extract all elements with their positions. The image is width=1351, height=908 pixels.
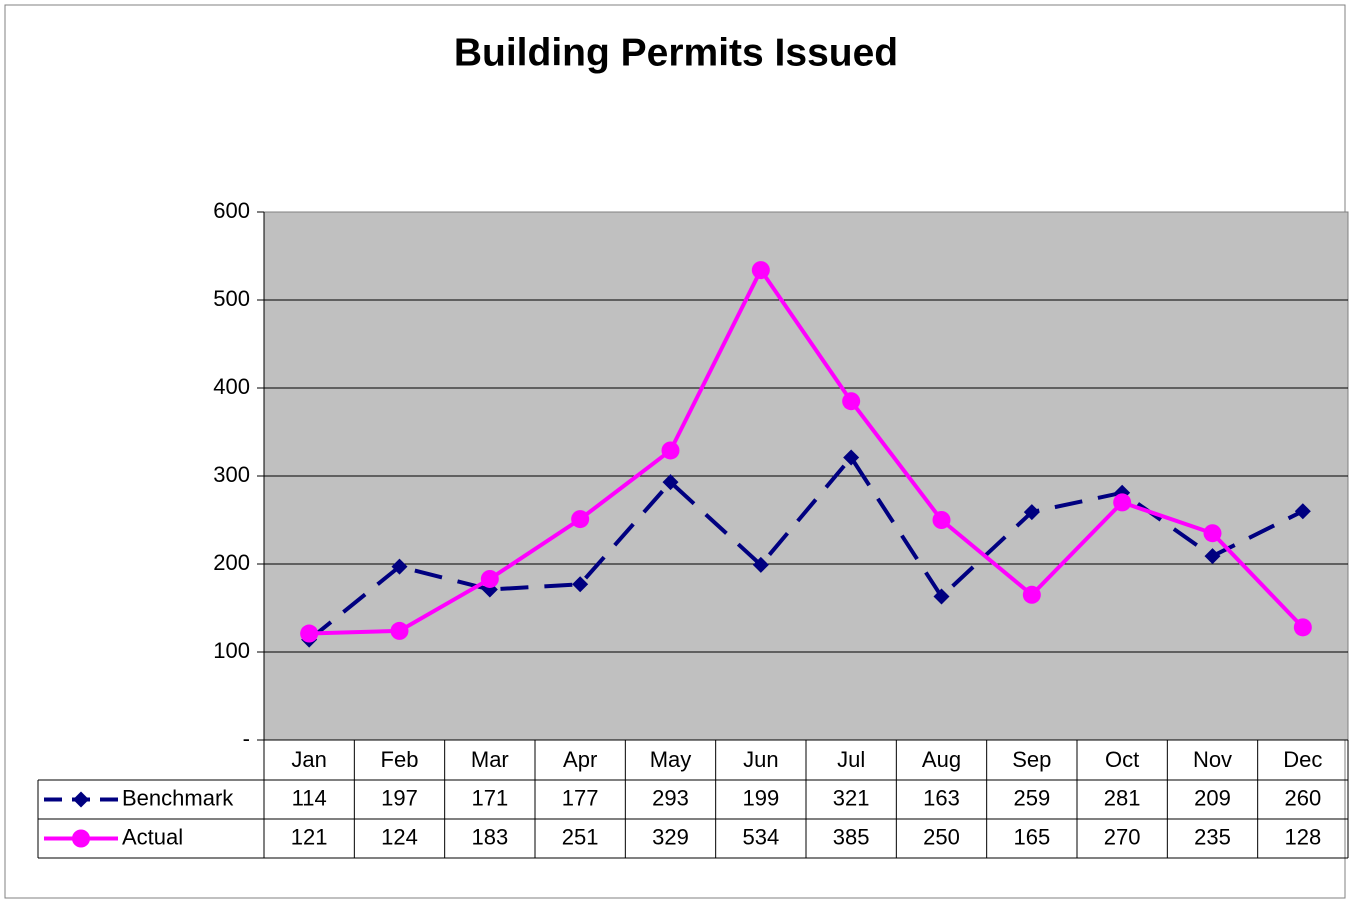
x-tick-label: Jan: [291, 747, 326, 772]
table-value: 260: [1284, 785, 1321, 810]
marker: [843, 449, 860, 466]
marker: [933, 588, 950, 605]
y-tick-label: 300: [213, 462, 250, 487]
table-value: 114: [292, 785, 327, 810]
marker: [571, 510, 590, 529]
table-value: 165: [1013, 824, 1050, 849]
marker: [1023, 504, 1040, 521]
marker: [300, 624, 319, 643]
y-tick-label: 200: [213, 550, 250, 575]
table-value: 235: [1194, 824, 1231, 849]
table-value: 121: [291, 824, 328, 849]
table-value: 259: [1013, 785, 1050, 810]
x-tick-label: Dec: [1283, 747, 1322, 772]
x-tick-label: Apr: [563, 747, 597, 772]
table-value: 209: [1194, 785, 1231, 810]
table-value: 250: [923, 824, 960, 849]
marker: [1203, 524, 1222, 543]
legend-label: Benchmark: [122, 785, 234, 810]
table-value: 171: [471, 785, 508, 810]
y-tick-label: 500: [213, 286, 250, 311]
table-value: 534: [742, 824, 779, 849]
table-value: 124: [381, 824, 418, 849]
series-line: [309, 266, 1305, 636]
x-tick-label: Feb: [381, 747, 419, 772]
table-value: 385: [833, 824, 870, 849]
x-tick-label: May: [650, 747, 692, 772]
marker: [752, 556, 769, 573]
table-value: 177: [562, 785, 599, 810]
marker: [480, 569, 499, 588]
chart-title: Building Permits Issued: [454, 31, 898, 74]
table-value: 293: [652, 785, 689, 810]
table-value: 251: [562, 824, 599, 849]
marker: [1294, 503, 1311, 520]
x-tick-label: Sep: [1012, 747, 1051, 772]
table-value: 128: [1284, 824, 1321, 849]
table-value: 270: [1104, 824, 1141, 849]
x-tick-label: Nov: [1193, 747, 1232, 772]
marker: [842, 392, 861, 411]
table-value: 199: [742, 785, 779, 810]
marker: [751, 261, 770, 280]
legend-label: Actual: [122, 824, 183, 849]
marker: [1293, 618, 1312, 637]
y-tick-label: 600: [213, 198, 250, 223]
marker: [72, 829, 90, 848]
marker: [73, 791, 89, 808]
table-value: 183: [471, 824, 508, 849]
marker: [390, 621, 409, 640]
x-tick-label: Jun: [743, 747, 778, 772]
table-value: 197: [381, 785, 418, 810]
y-tick-label: -: [243, 726, 250, 751]
y-tick-label: 100: [213, 638, 250, 663]
marker: [572, 576, 589, 593]
table-value: 163: [923, 785, 960, 810]
x-tick-label: Jul: [837, 747, 865, 772]
marker: [661, 441, 680, 460]
marker: [1022, 585, 1041, 604]
marker: [662, 474, 679, 491]
marker: [1113, 493, 1132, 512]
marker: [932, 511, 951, 529]
marker: [1204, 548, 1221, 565]
table-value: 281: [1104, 785, 1141, 810]
x-tick-label: Mar: [471, 747, 509, 772]
table-value: 329: [652, 824, 689, 849]
y-tick-label: 400: [213, 374, 250, 399]
table-value: 321: [833, 785, 870, 810]
marker: [391, 558, 408, 575]
x-tick-label: Aug: [922, 747, 961, 772]
x-tick-label: Oct: [1105, 747, 1139, 772]
